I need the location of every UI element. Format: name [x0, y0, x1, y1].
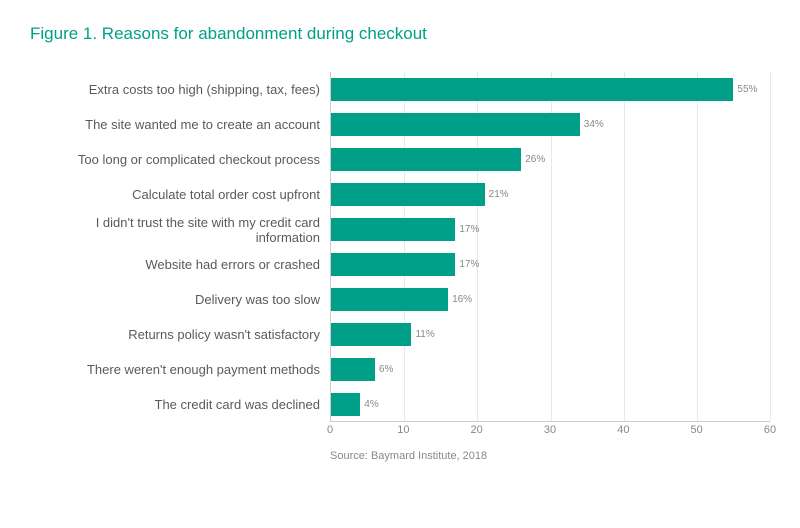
- grid-line: [770, 72, 771, 421]
- bar-row: 21%: [331, 177, 770, 212]
- bar: [331, 358, 375, 381]
- bar: [331, 183, 485, 206]
- bar-value-label: 16%: [452, 294, 472, 305]
- bar: [331, 253, 455, 276]
- bar-row: 26%: [331, 142, 770, 177]
- bars-column: 55% 34% 26% 21% 17% 17% 16% 11% 6% 4% 0 10 20 30 40 50…: [330, 72, 770, 444]
- chart-container: Extra costs too high (shipping, tax, fee…: [30, 72, 770, 444]
- category-label: The site wanted me to create an account: [30, 107, 330, 142]
- category-label: Too long or complicated checkout process: [30, 142, 330, 177]
- bar: [331, 113, 580, 136]
- bar: [331, 323, 411, 346]
- x-tick-label: 20: [471, 424, 483, 436]
- bar: [331, 148, 521, 171]
- bar-value-label: 11%: [415, 329, 434, 340]
- bar-row: 17%: [331, 247, 770, 282]
- category-label: Website had errors or crashed: [30, 247, 330, 282]
- bar-row: 55%: [331, 72, 770, 107]
- category-label: There weren't enough payment methods: [30, 352, 330, 387]
- plot-area: 55% 34% 26% 21% 17% 17% 16% 11% 6% 4%: [330, 72, 770, 422]
- category-label: Calculate total order cost upfront: [30, 177, 330, 212]
- x-tick-label: 0: [327, 424, 333, 436]
- category-label: The credit card was declined: [30, 387, 330, 422]
- bar-value-label: 17%: [459, 224, 479, 235]
- chart-title: Figure 1. Reasons for abandonment during…: [30, 24, 770, 44]
- bar-value-label: 55%: [737, 84, 757, 95]
- source-caption: Source: Baymard Institute, 2018: [330, 450, 770, 462]
- bar-row: 16%: [331, 282, 770, 317]
- category-label: Returns policy wasn't satisfactory: [30, 317, 330, 352]
- bar-value-label: 26%: [525, 154, 545, 165]
- bar-value-label: 34%: [584, 119, 604, 130]
- bar: [331, 78, 733, 101]
- bar-value-label: 4%: [364, 399, 378, 410]
- category-label: I didn't trust the site with my credit c…: [30, 212, 330, 247]
- bar: [331, 288, 448, 311]
- bar: [331, 218, 455, 241]
- x-axis: 0102030405060: [330, 424, 770, 444]
- bar-value-label: 6%: [379, 364, 393, 375]
- category-labels-column: Extra costs too high (shipping, tax, fee…: [30, 72, 330, 444]
- bar-row: 4%: [331, 387, 770, 422]
- x-tick-label: 40: [617, 424, 629, 436]
- category-label: Delivery was too slow: [30, 282, 330, 317]
- bar-value-label: 17%: [459, 259, 479, 270]
- x-tick-label: 50: [691, 424, 703, 436]
- x-tick-label: 30: [544, 424, 556, 436]
- category-label: Extra costs too high (shipping, tax, fee…: [30, 72, 330, 107]
- x-tick-label: 10: [397, 424, 409, 436]
- bar-row: 17%: [331, 212, 770, 247]
- bar-row: 11%: [331, 317, 770, 352]
- bar: [331, 393, 360, 416]
- bar-value-label: 21%: [489, 189, 509, 200]
- bar-row: 34%: [331, 107, 770, 142]
- bar-row: 6%: [331, 352, 770, 387]
- x-tick-label: 60: [764, 424, 776, 436]
